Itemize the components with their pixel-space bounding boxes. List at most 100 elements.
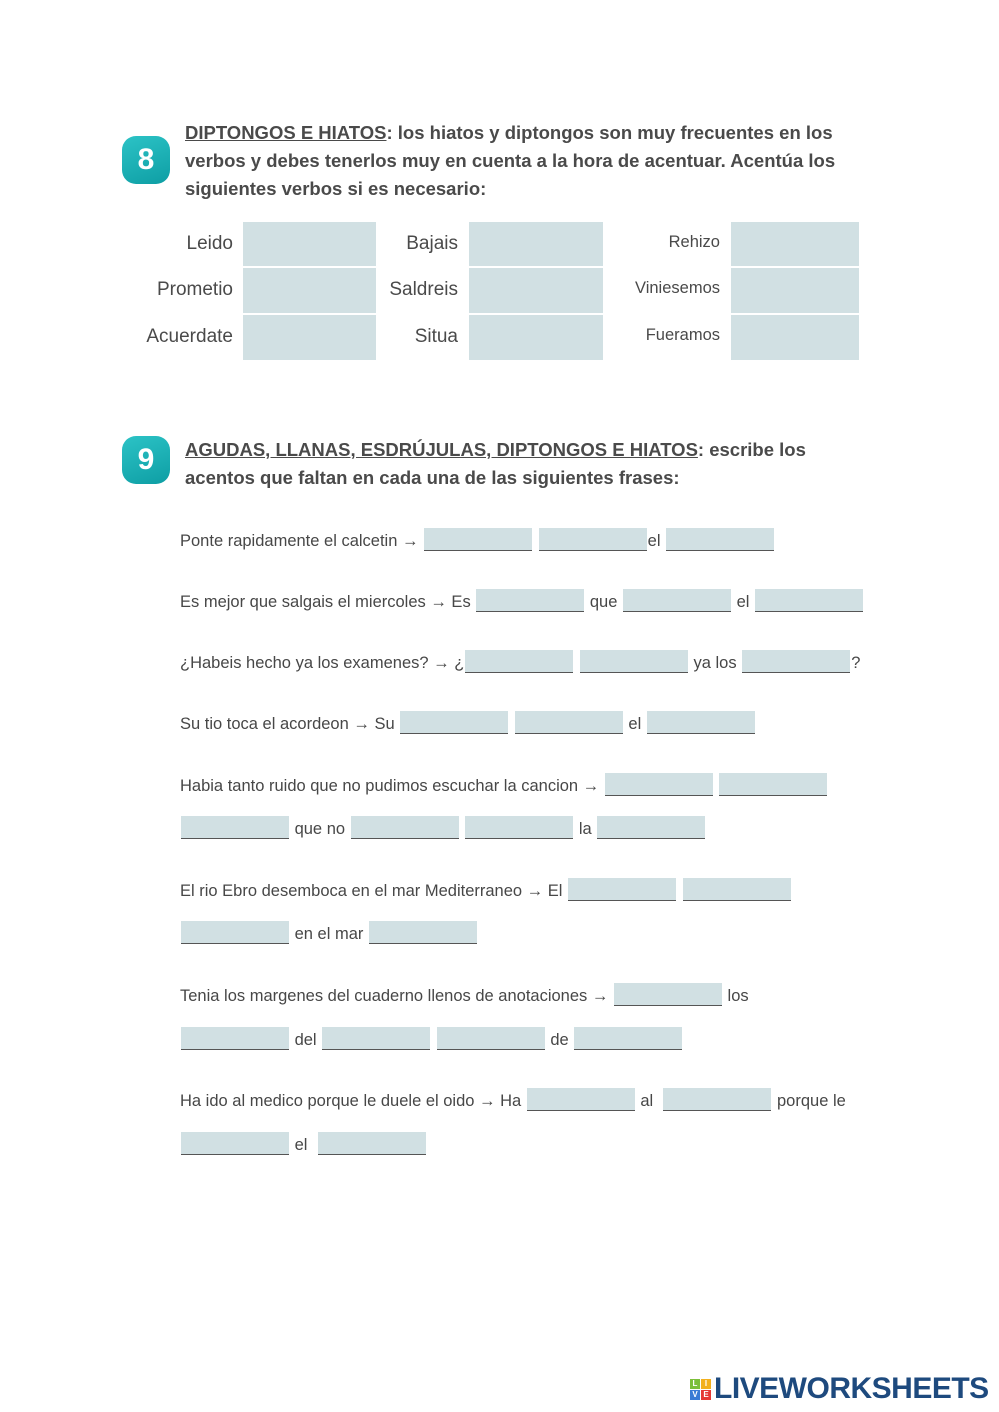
answer-blank[interactable]	[368, 921, 477, 944]
sentence-text: de	[545, 1031, 574, 1049]
sentence-text: el	[290, 1136, 317, 1154]
exercise-8-text: : los hiatos y diptongos son muy frecuen…	[185, 122, 836, 199]
sentence-text: el	[731, 593, 754, 611]
answer-blank[interactable]	[604, 773, 713, 796]
verb-label: Saldreis	[389, 279, 458, 300]
sentence-text: Tenia los margenes del cuaderno llenos d…	[180, 987, 613, 1005]
sentence-line: Ponte rapidamente el calcetin → el	[180, 527, 775, 551]
sentence-text	[460, 820, 465, 839]
answer-blank[interactable]	[476, 589, 585, 612]
sentence-text: la	[574, 820, 597, 838]
answer-blank[interactable]	[597, 816, 706, 839]
verb-label: Acuerdate	[146, 326, 233, 347]
sentence-text: que no	[290, 820, 350, 838]
answer-blank[interactable]	[436, 1027, 545, 1050]
verb-answer-input[interactable]	[243, 222, 376, 266]
answer-blank[interactable]	[646, 711, 755, 734]
sentence-text: Habia tanto ruido que no pudimos escucha…	[180, 777, 604, 795]
answer-blank[interactable]	[465, 816, 574, 839]
sentence-text: El rio Ebro desemboca en el mar Mediterr…	[180, 882, 568, 900]
sentence-text	[714, 777, 719, 796]
sentence-text	[431, 1031, 436, 1050]
sentence-text: el	[647, 532, 666, 550]
sentence-line: del de	[180, 1026, 683, 1050]
sentence-text	[677, 882, 682, 901]
answer-blank[interactable]	[181, 1027, 289, 1050]
sentence-line: que no la	[180, 815, 706, 839]
answer-blank[interactable]	[526, 1088, 635, 1111]
answer-blank[interactable]	[317, 1132, 426, 1155]
answer-blank[interactable]	[465, 650, 574, 673]
answer-blank[interactable]	[424, 528, 533, 551]
sentence-text	[574, 654, 579, 673]
answer-blank[interactable]	[568, 878, 677, 901]
verb-label: Bajais	[406, 233, 458, 254]
answer-blank[interactable]	[574, 1027, 683, 1050]
verb-label: Rehizo	[668, 233, 720, 251]
answer-blank[interactable]	[322, 1027, 431, 1050]
verb-answer-input[interactable]	[731, 268, 859, 313]
answer-blank[interactable]	[538, 528, 647, 551]
verb-answer-input[interactable]	[243, 268, 376, 313]
sentence-text: ?	[851, 654, 861, 672]
exercise-8-instructions: DIPTONGOS E HIATOS: los hiatos y diptong…	[185, 119, 865, 203]
sentence-text: el	[623, 715, 646, 733]
answer-blank[interactable]	[682, 878, 791, 901]
verb-answer-input[interactable]	[243, 315, 376, 360]
answer-blank[interactable]	[613, 983, 722, 1006]
sentence-text: en el mar	[290, 925, 368, 943]
sentence-text	[533, 532, 538, 551]
sentence-line: El rio Ebro desemboca en el mar Mediterr…	[180, 877, 792, 901]
sentence-text: los	[722, 987, 749, 1005]
exercise-8-title: DIPTONGOS E HIATOS	[185, 122, 387, 143]
answer-blank[interactable]	[514, 711, 623, 734]
answer-blank[interactable]	[622, 589, 731, 612]
verb-label: Fueramos	[645, 326, 720, 344]
exercise-8-badge: 8	[122, 136, 170, 184]
exercise-9-title: AGUDAS, LLANAS, ESDRÚJULAS, DIPTONGOS E …	[185, 439, 698, 460]
verb-label: Situa	[414, 326, 458, 347]
sentence-text: Ha ido al medico porque le duele el oido…	[180, 1092, 526, 1110]
sentence-text: Es mejor que salgais el miercoles → Es	[180, 593, 476, 611]
answer-blank[interactable]	[181, 816, 289, 839]
sentence-line: Su tio toca el acordeon → Su el	[180, 710, 756, 734]
verb-answer-input[interactable]	[469, 222, 603, 266]
exercise-9-instructions: AGUDAS, LLANAS, ESDRÚJULAS, DIPTONGOS E …	[185, 436, 825, 492]
answer-blank[interactable]	[663, 1088, 772, 1111]
verb-answer-input[interactable]	[469, 268, 603, 313]
sentence-text: ya los	[688, 654, 742, 672]
answer-blank[interactable]	[181, 921, 289, 944]
sentence-text	[509, 715, 514, 734]
sentence-text: Ponte rapidamente el calcetin →	[180, 532, 424, 550]
sentence-line: Habia tanto ruido que no pudimos escucha…	[180, 772, 828, 796]
sentence-line: Es mejor que salgais el miercoles → Es q…	[180, 588, 864, 612]
answer-blank[interactable]	[666, 528, 775, 551]
exercise-9-badge: 9	[122, 436, 170, 484]
sentence-line: en el mar	[180, 920, 478, 944]
verb-answer-input[interactable]	[469, 315, 603, 360]
logo-text: LIVEWORKSHEETS	[714, 1372, 989, 1405]
sentence-line: el	[180, 1131, 427, 1155]
answer-blank[interactable]	[742, 650, 851, 673]
answer-blank[interactable]	[350, 816, 459, 839]
answer-blank[interactable]	[400, 711, 509, 734]
verb-answer-input[interactable]	[731, 315, 859, 360]
verb-answer-input[interactable]	[731, 222, 859, 266]
verb-label: Leido	[186, 233, 234, 254]
answer-blank[interactable]	[181, 1132, 289, 1155]
sentence-text: que	[585, 593, 622, 611]
exercise-9-text: : escribe los acentos que faltan en cada…	[185, 439, 806, 488]
sentence-line: Ha ido al medico porque le duele el oido…	[180, 1087, 846, 1111]
answer-blank[interactable]	[755, 589, 863, 612]
sentence-text: ¿Habeis hecho ya los examenes? → ¿	[180, 654, 465, 672]
sentence-text: del	[290, 1031, 322, 1049]
sentence-line: Tenia los margenes del cuaderno llenos d…	[180, 982, 749, 1006]
verb-label: Viniesemos	[635, 279, 720, 297]
sentence-line: ¿Habeis hecho ya los examenes? → ¿ ya lo…	[180, 649, 860, 673]
answer-blank[interactable]	[719, 773, 828, 796]
verb-label: Prometio	[156, 279, 233, 300]
answer-blank[interactable]	[579, 650, 688, 673]
